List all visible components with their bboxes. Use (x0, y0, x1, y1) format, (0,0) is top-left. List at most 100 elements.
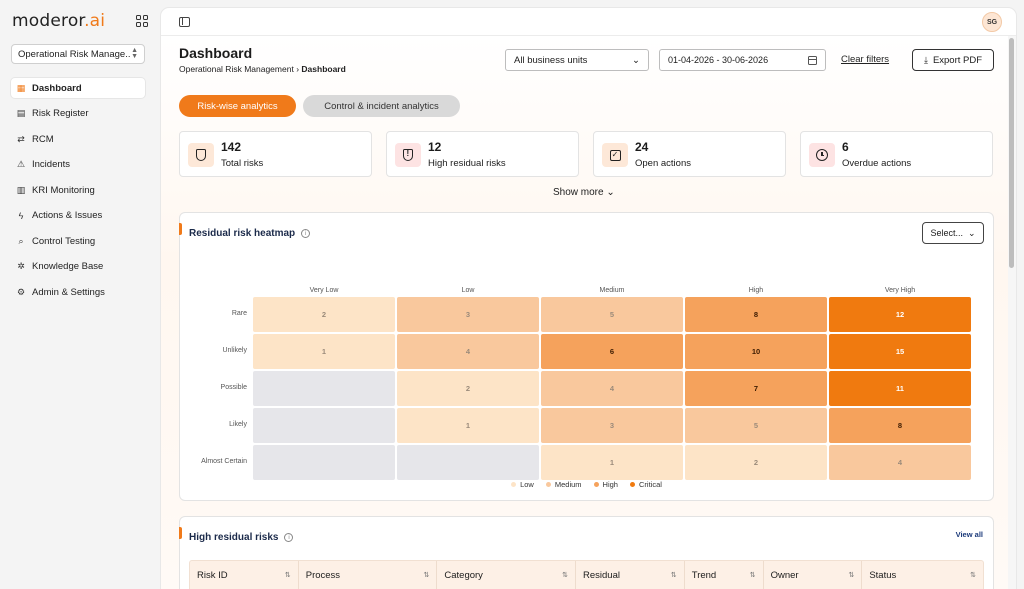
heatmap-row-label: Likely (229, 421, 247, 428)
sort-icon[interactable]: ⇅ (749, 572, 756, 579)
sidebar-item-risk-register[interactable]: ▤ Risk Register (11, 104, 145, 124)
heatmap-cell[interactable]: 2 (685, 445, 827, 480)
heatmap-cell[interactable]: 4 (397, 334, 539, 369)
heatmap-cell[interactable]: 2 (397, 371, 539, 406)
legend-item: Low (511, 480, 534, 489)
kpi-card-total-risks[interactable]: 142 Total risks (179, 131, 372, 177)
show-more-button[interactable]: Show more ⌄ (553, 187, 615, 198)
view-all-link[interactable]: View all (955, 530, 983, 539)
clear-filters-link[interactable]: Clear filters (841, 54, 890, 65)
logo[interactable]: moderor.ai (12, 11, 105, 31)
export-pdf-label: Export PDF (932, 54, 983, 66)
legend-dot (511, 482, 517, 487)
heatmap-cell[interactable]: 8 (685, 297, 827, 332)
sort-icon[interactable]: ⇅ (562, 572, 569, 579)
sidebar-item-control-testing[interactable]: ⌕ Control Testing (11, 231, 145, 251)
table-header-label: Category (444, 569, 483, 581)
kpi-label: Total risks (221, 158, 264, 169)
legend-label: Medium (554, 480, 582, 489)
sidebar-item-dashboard[interactable]: ▦ Dashboard (11, 78, 145, 98)
sort-icon[interactable]: ⇅ (284, 572, 291, 579)
sidebar-item-admin-settings[interactable]: ⚙ Admin & Settings (11, 282, 145, 302)
heatmap-filter-select[interactable]: Select... ⌄ (922, 222, 984, 244)
export-pdf-button[interactable]: ⤓ Export PDF (912, 49, 994, 71)
info-icon[interactable]: i (301, 229, 311, 238)
table-header-risk-id[interactable]: Risk ID ⇅ (190, 561, 299, 589)
heatmap-row-label: Possible (220, 384, 247, 391)
heatmap-cell[interactable]: 1 (397, 408, 539, 443)
table-header-label: Risk ID (197, 569, 228, 581)
kpi-card-high-residual-risks[interactable]: 12 High residual risks (386, 131, 579, 177)
table-header-owner[interactable]: Owner ⇅ (764, 561, 863, 589)
apps-grid-icon[interactable] (136, 15, 148, 27)
heatmap-cell[interactable] (253, 445, 395, 480)
tab-risk-wise-analytics[interactable]: Risk-wise analytics (179, 95, 296, 117)
sort-icon[interactable]: ⇅ (970, 572, 976, 579)
kpi-card-open-actions[interactable]: ✓ 24 Open actions (593, 131, 786, 177)
kpi-value: 142 (221, 140, 242, 154)
workspace-select[interactable]: Operational Risk Manage... ▲ ▼ (11, 44, 145, 64)
table-header-category[interactable]: Category ⇅ (437, 561, 577, 589)
heatmap-cell[interactable] (397, 445, 539, 480)
legend-item: Critical (629, 480, 662, 489)
sidebar-item-knowledge-base[interactable]: ✲ Knowledge Base (11, 257, 145, 277)
info-icon[interactable]: i (284, 533, 294, 542)
table-header-trend[interactable]: Trend ⇅ (685, 561, 764, 589)
sidebar-item-incidents[interactable]: ⚠ Incidents (11, 155, 145, 175)
sidebar-item-actions-issues[interactable]: ϟ Actions & Issues (11, 206, 145, 226)
scrollbar[interactable] (1008, 36, 1016, 589)
heatmap-cell[interactable]: 8 (829, 408, 971, 443)
business-unit-select[interactable]: All business units ⌄ (505, 49, 649, 71)
kpi-card-overdue-actions[interactable]: 6 Overdue actions (800, 131, 993, 177)
table-header-residual[interactable]: Residual ⇅ (576, 561, 685, 589)
download-icon: ⤓ (923, 54, 928, 65)
sort-icon[interactable]: ⇅ (670, 572, 677, 579)
knowledge-icon: ✲ (17, 261, 25, 271)
settings-icon: ⚙ (16, 286, 26, 297)
table-header-status[interactable]: Status ⇅ (862, 561, 983, 589)
high-residual-title-text: High residual risks (189, 532, 279, 543)
scrollbar-thumb[interactable] (1009, 38, 1014, 268)
breadcrumb-parent[interactable]: Operational Risk Management (179, 64, 294, 74)
heatmap-cell[interactable]: 5 (685, 408, 827, 443)
kpi-value: 6 (842, 140, 849, 154)
heatmap-cell[interactable]: 3 (541, 408, 683, 443)
sidebar-item-rcm[interactable]: ⇄ RCM (11, 129, 145, 149)
workspace-select-label: Operational Risk Manage... (18, 48, 132, 60)
tab-control-incident-analytics[interactable]: Control & incident analytics (303, 95, 460, 117)
heatmap-cell[interactable] (253, 408, 395, 443)
show-more-label: Show more (553, 187, 604, 198)
kpi-value: 24 (635, 140, 649, 154)
heatmap-cell[interactable]: 2 (253, 297, 395, 332)
panel-accent (179, 223, 182, 235)
heatmap-cell[interactable]: 6 (541, 334, 683, 369)
heatmap-cell[interactable]: 15 (829, 334, 971, 369)
heatmap-cell[interactable]: 1 (253, 334, 395, 369)
table-header-process[interactable]: Process ⇅ (299, 561, 438, 589)
sort-icon[interactable]: ⇅ (848, 572, 855, 579)
heatmap-column-label: High (748, 287, 764, 294)
heatmap-cell[interactable]: 10 (685, 334, 827, 369)
heatmap-cell[interactable]: 4 (829, 445, 971, 480)
heatmap-cell[interactable]: 5 (541, 297, 683, 332)
heatmap-cell[interactable]: 11 (829, 371, 971, 406)
heatmap-cell[interactable]: 3 (397, 297, 539, 332)
rcm-icon: ⇄ (17, 133, 25, 144)
avatar[interactable]: SG (982, 12, 1002, 32)
business-unit-value: All business units (514, 54, 588, 66)
heatmap-cell[interactable]: 1 (541, 445, 683, 480)
table-header-label: Process (305, 569, 341, 581)
heatmap-cell[interactable]: 7 (685, 371, 827, 406)
heatmap-cell[interactable]: 4 (541, 371, 683, 406)
dashboard-content: Dashboard Operational Risk Management › … (161, 36, 1008, 589)
heatmap-cell[interactable]: 12 (829, 297, 971, 332)
sidebar-item-label: Admin & Settings (32, 286, 105, 298)
sort-icon[interactable]: ⇅ (423, 572, 430, 579)
sidebar-item-kri-monitoring[interactable]: ▥ KRI Monitoring (11, 180, 145, 200)
chevron-down-icon: ⌄ (632, 54, 640, 66)
date-range-input[interactable]: 01-04-2026 - 30-06-2026 (659, 49, 826, 71)
heatmap-title: Residual risk heatmap i (189, 228, 311, 239)
sidebar-toggle-icon[interactable] (179, 17, 190, 27)
heatmap-cell[interactable] (253, 371, 395, 406)
panel-accent (179, 527, 182, 539)
